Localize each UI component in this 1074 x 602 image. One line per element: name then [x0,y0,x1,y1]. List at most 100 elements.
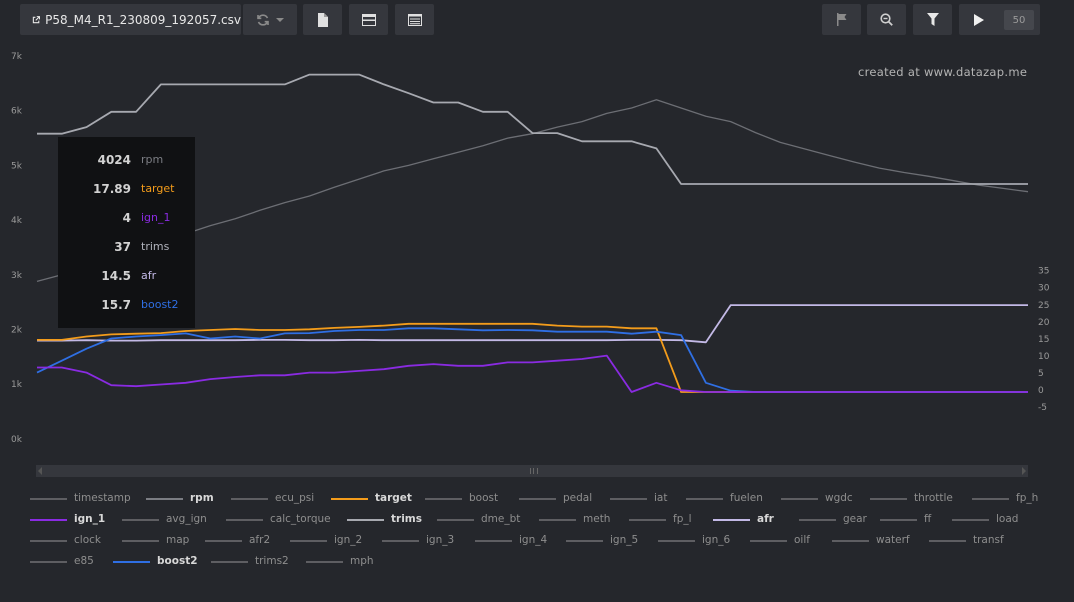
legend-label: iat [654,492,668,504]
legend-label: pedal [563,492,593,504]
refresh-icon [256,13,269,26]
split-view-button[interactable] [349,4,388,35]
legend-swatch [122,519,159,521]
scroll-grip-icon[interactable] [530,468,538,474]
series-line-afr [37,304,1028,344]
legend-swatch [832,540,869,542]
legend-label: map [166,534,190,546]
right-axis: -5 0 5 10 15 20 25 30 35 [1038,267,1050,413]
legend-swatch [475,540,512,542]
tooltip-series-name: trims [141,240,170,253]
legend-label: waterf [876,534,910,546]
legend-swatch [30,540,67,542]
legend-swatch [686,498,723,500]
legend-label: wgdc [825,492,853,504]
tooltip-series-name: ign_1 [141,211,171,224]
legend-swatch [331,498,368,500]
left-axis: 0k 1k 2k 3k 4k 5k 6k 7k [11,52,23,445]
file-name-button[interactable]: P58_M4_R1_230809_192057.csv [20,4,241,35]
file-icon [317,12,328,27]
legend-label: rpm [190,492,214,504]
legend-swatch [781,498,818,500]
legend-label: fuelen [730,492,763,504]
split-view-icon [361,13,376,26]
legend-swatch [30,561,67,563]
legend-swatch [629,519,666,521]
file-name: P58_M4_R1_230809_192057.csv [45,12,241,27]
right-tick-label: 10 [1038,352,1050,362]
legend-label: transf [973,534,1004,546]
legend-label: ign_1 [74,513,106,525]
tooltip-row: 14.5 afr [58,269,195,285]
legend-swatch [539,519,576,521]
tooltip-value: 17.89 [93,182,131,196]
right-tick-label: 15 [1038,335,1049,345]
tooltip-row: 4 ign_1 [58,211,195,227]
flag-button[interactable] [822,4,861,35]
tooltip-row: 37 trims [58,240,195,256]
legend-label: ign_4 [519,534,548,546]
legend-label: timestamp [74,492,131,504]
dropdown-caret-icon [275,17,284,22]
legend-swatch [290,540,327,542]
legend-swatch [880,519,917,521]
legend-swatch [713,519,750,521]
legend-label: ign_3 [426,534,455,546]
legend-label: meth [583,513,611,525]
series-line-trims [37,73,1028,185]
legend-swatch [658,540,695,542]
left-tick-label: 2k [11,326,23,336]
left-tick-label: 5k [11,161,23,171]
tooltip-row: 4024 rpm [58,153,195,169]
legend-label: clock [74,534,101,546]
legend-swatch [347,519,384,521]
legend-label: avg_ign [166,513,207,525]
legend-label: boost2 [157,555,198,567]
tooltip-value: 4024 [97,153,131,167]
legend-swatch [226,519,263,521]
series-line-ign_1 [37,354,1028,393]
legend-label: oilf [794,534,810,546]
filter-icon [926,13,939,26]
legend-label: ff [924,513,932,525]
playback-count[interactable]: 50 [1004,10,1034,30]
tooltip-series-name: rpm [141,153,164,166]
tooltip-value: 14.5 [101,269,131,283]
legend-label: dme_bt [481,513,521,525]
file-button[interactable] [303,4,342,35]
list-view-button[interactable] [395,4,434,35]
legend-swatch [231,498,268,500]
chart-scrollbar[interactable] [36,465,1028,477]
left-tick-label: 7k [11,52,23,62]
legend-swatch [205,540,242,542]
legend-swatch [972,498,1009,500]
line-chart[interactable]: 0k 1k 2k 3k 4k 5k 6k 7k -5 0 5 10 15 20 25 30 35 create… [0,40,1074,465]
legend-swatch [437,519,474,521]
filter-button[interactable] [913,4,952,35]
legend-swatch [952,519,989,521]
legend-swatch [750,540,787,542]
legend-label: ecu_psi [275,492,315,504]
legend-swatch [146,498,183,500]
tooltip-row: 17.89 target [58,182,195,198]
tooltip-series-name: boost2 [141,298,179,311]
flag-icon [836,13,846,26]
refresh-dropdown-button[interactable] [243,4,297,35]
legend-label: fp_l [673,513,692,525]
right-tick-label: 5 [1038,369,1044,379]
tooltip-value: 37 [114,240,131,254]
scroll-right-icon[interactable] [1022,467,1026,475]
legend-swatch [113,561,150,563]
legend-swatch [425,498,462,500]
zoom-out-button[interactable] [867,4,906,35]
scroll-left-icon[interactable] [38,467,42,475]
legend-label: ign_5 [610,534,639,546]
legend-swatch [929,540,966,542]
legend-swatch [211,561,248,563]
series-legend: timestamp rpm ecu_psi target boost pedal iat fu… [0,488,1074,588]
toolbar: P58_M4_R1_230809_192057.csv [0,0,1074,42]
right-tick-label: -5 [1038,403,1047,413]
right-tick-label: 30 [1038,284,1050,294]
legend-label: e85 [74,555,94,567]
list-view-icon [407,13,422,26]
